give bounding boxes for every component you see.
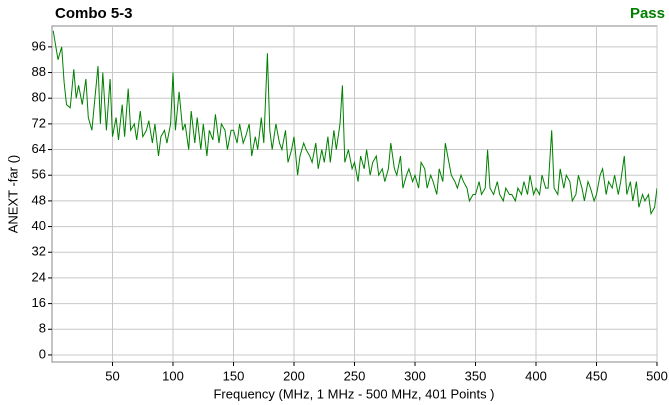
y-tick-label: 40	[32, 218, 46, 233]
y-tick-label: 72	[32, 115, 46, 130]
y-tick-label: 80	[32, 90, 46, 105]
status: Pass	[630, 5, 665, 22]
y-tick-label: 48	[32, 192, 46, 207]
y-tick-label: 0	[39, 346, 46, 361]
x-tick-label: 150	[223, 368, 245, 383]
x-tick-label: 200	[283, 368, 305, 383]
x-tick-label: 500	[646, 368, 668, 383]
x-tick-label: 350	[465, 368, 487, 383]
y-tick-label: 32	[32, 244, 46, 259]
y-axis-label: ANEXT -far ()	[5, 155, 20, 234]
y-tick-label: 8	[39, 321, 46, 336]
chart-title: Combo 5-3	[55, 5, 133, 22]
y-tick-label: 64	[32, 141, 46, 156]
y-tick-label: 88	[32, 64, 46, 79]
x-tick-label: 400	[525, 368, 547, 383]
x-tick-label: 250	[344, 368, 366, 383]
x-tick-label: 50	[105, 368, 119, 383]
y-tick-label: 16	[32, 295, 46, 310]
x-axis-label: Frequency (MHz, 1 MHz - 500 MHz, 401 Poi…	[213, 386, 494, 401]
y-tick-label: 56	[32, 167, 46, 182]
x-tick-label: 450	[586, 368, 608, 383]
y-tick-label: 24	[32, 269, 46, 284]
x-tick-label: 300	[404, 368, 426, 383]
x-tick-label: 100	[162, 368, 184, 383]
data-line	[52, 30, 657, 216]
y-tick-label: 96	[32, 38, 46, 53]
